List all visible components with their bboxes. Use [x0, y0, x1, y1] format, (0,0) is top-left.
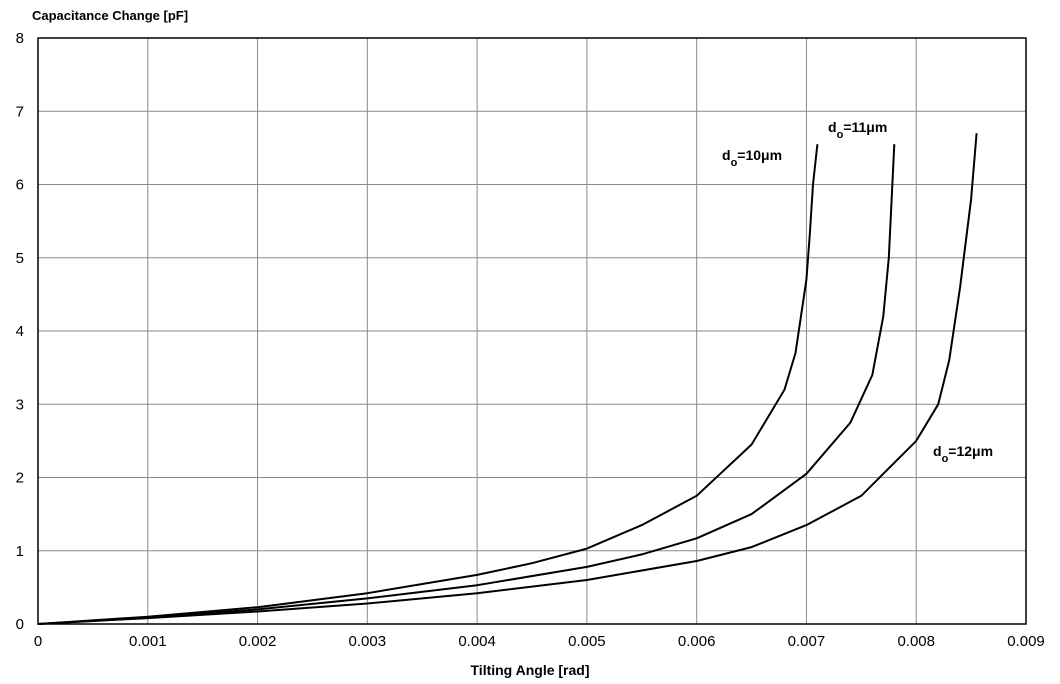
series-label: do=10μm [722, 147, 782, 169]
x-tick-label: 0.004 [458, 633, 496, 650]
x-tick-label: 0.003 [349, 633, 387, 650]
series-label: do=11μm [828, 119, 887, 141]
series-line [37, 144, 819, 625]
x-axis-title: Tilting Angle [rad] [470, 662, 590, 678]
y-axis-title: Capacitance Change [pF] [32, 8, 189, 23]
y-tick-label: 0 [16, 616, 24, 633]
x-tick-label: 0.006 [678, 633, 716, 650]
x-tick-label: 0.009 [1007, 633, 1045, 650]
x-tick-label: 0.005 [568, 633, 606, 650]
y-tick-label: 7 [16, 103, 24, 120]
y-tick-label: 2 [16, 470, 24, 487]
series-line [37, 133, 978, 625]
x-tick-label: 0.002 [239, 633, 277, 650]
y-tick-label: 4 [16, 323, 24, 340]
y-tick-label: 5 [16, 250, 24, 267]
y-tick-label: 1 [16, 543, 24, 560]
y-tick-label: 8 [16, 30, 24, 47]
y-tick-label: 3 [16, 396, 24, 413]
x-tick-label: 0.007 [788, 633, 826, 650]
plot-frame [37, 37, 1027, 625]
x-tick-label: 0.001 [129, 633, 167, 650]
x-tick-label: 0 [34, 633, 42, 650]
series-line [37, 144, 896, 625]
series-label: do=12μm [933, 443, 993, 465]
x-tick-label: 0.008 [897, 633, 935, 650]
y-tick-label: 6 [16, 177, 24, 194]
